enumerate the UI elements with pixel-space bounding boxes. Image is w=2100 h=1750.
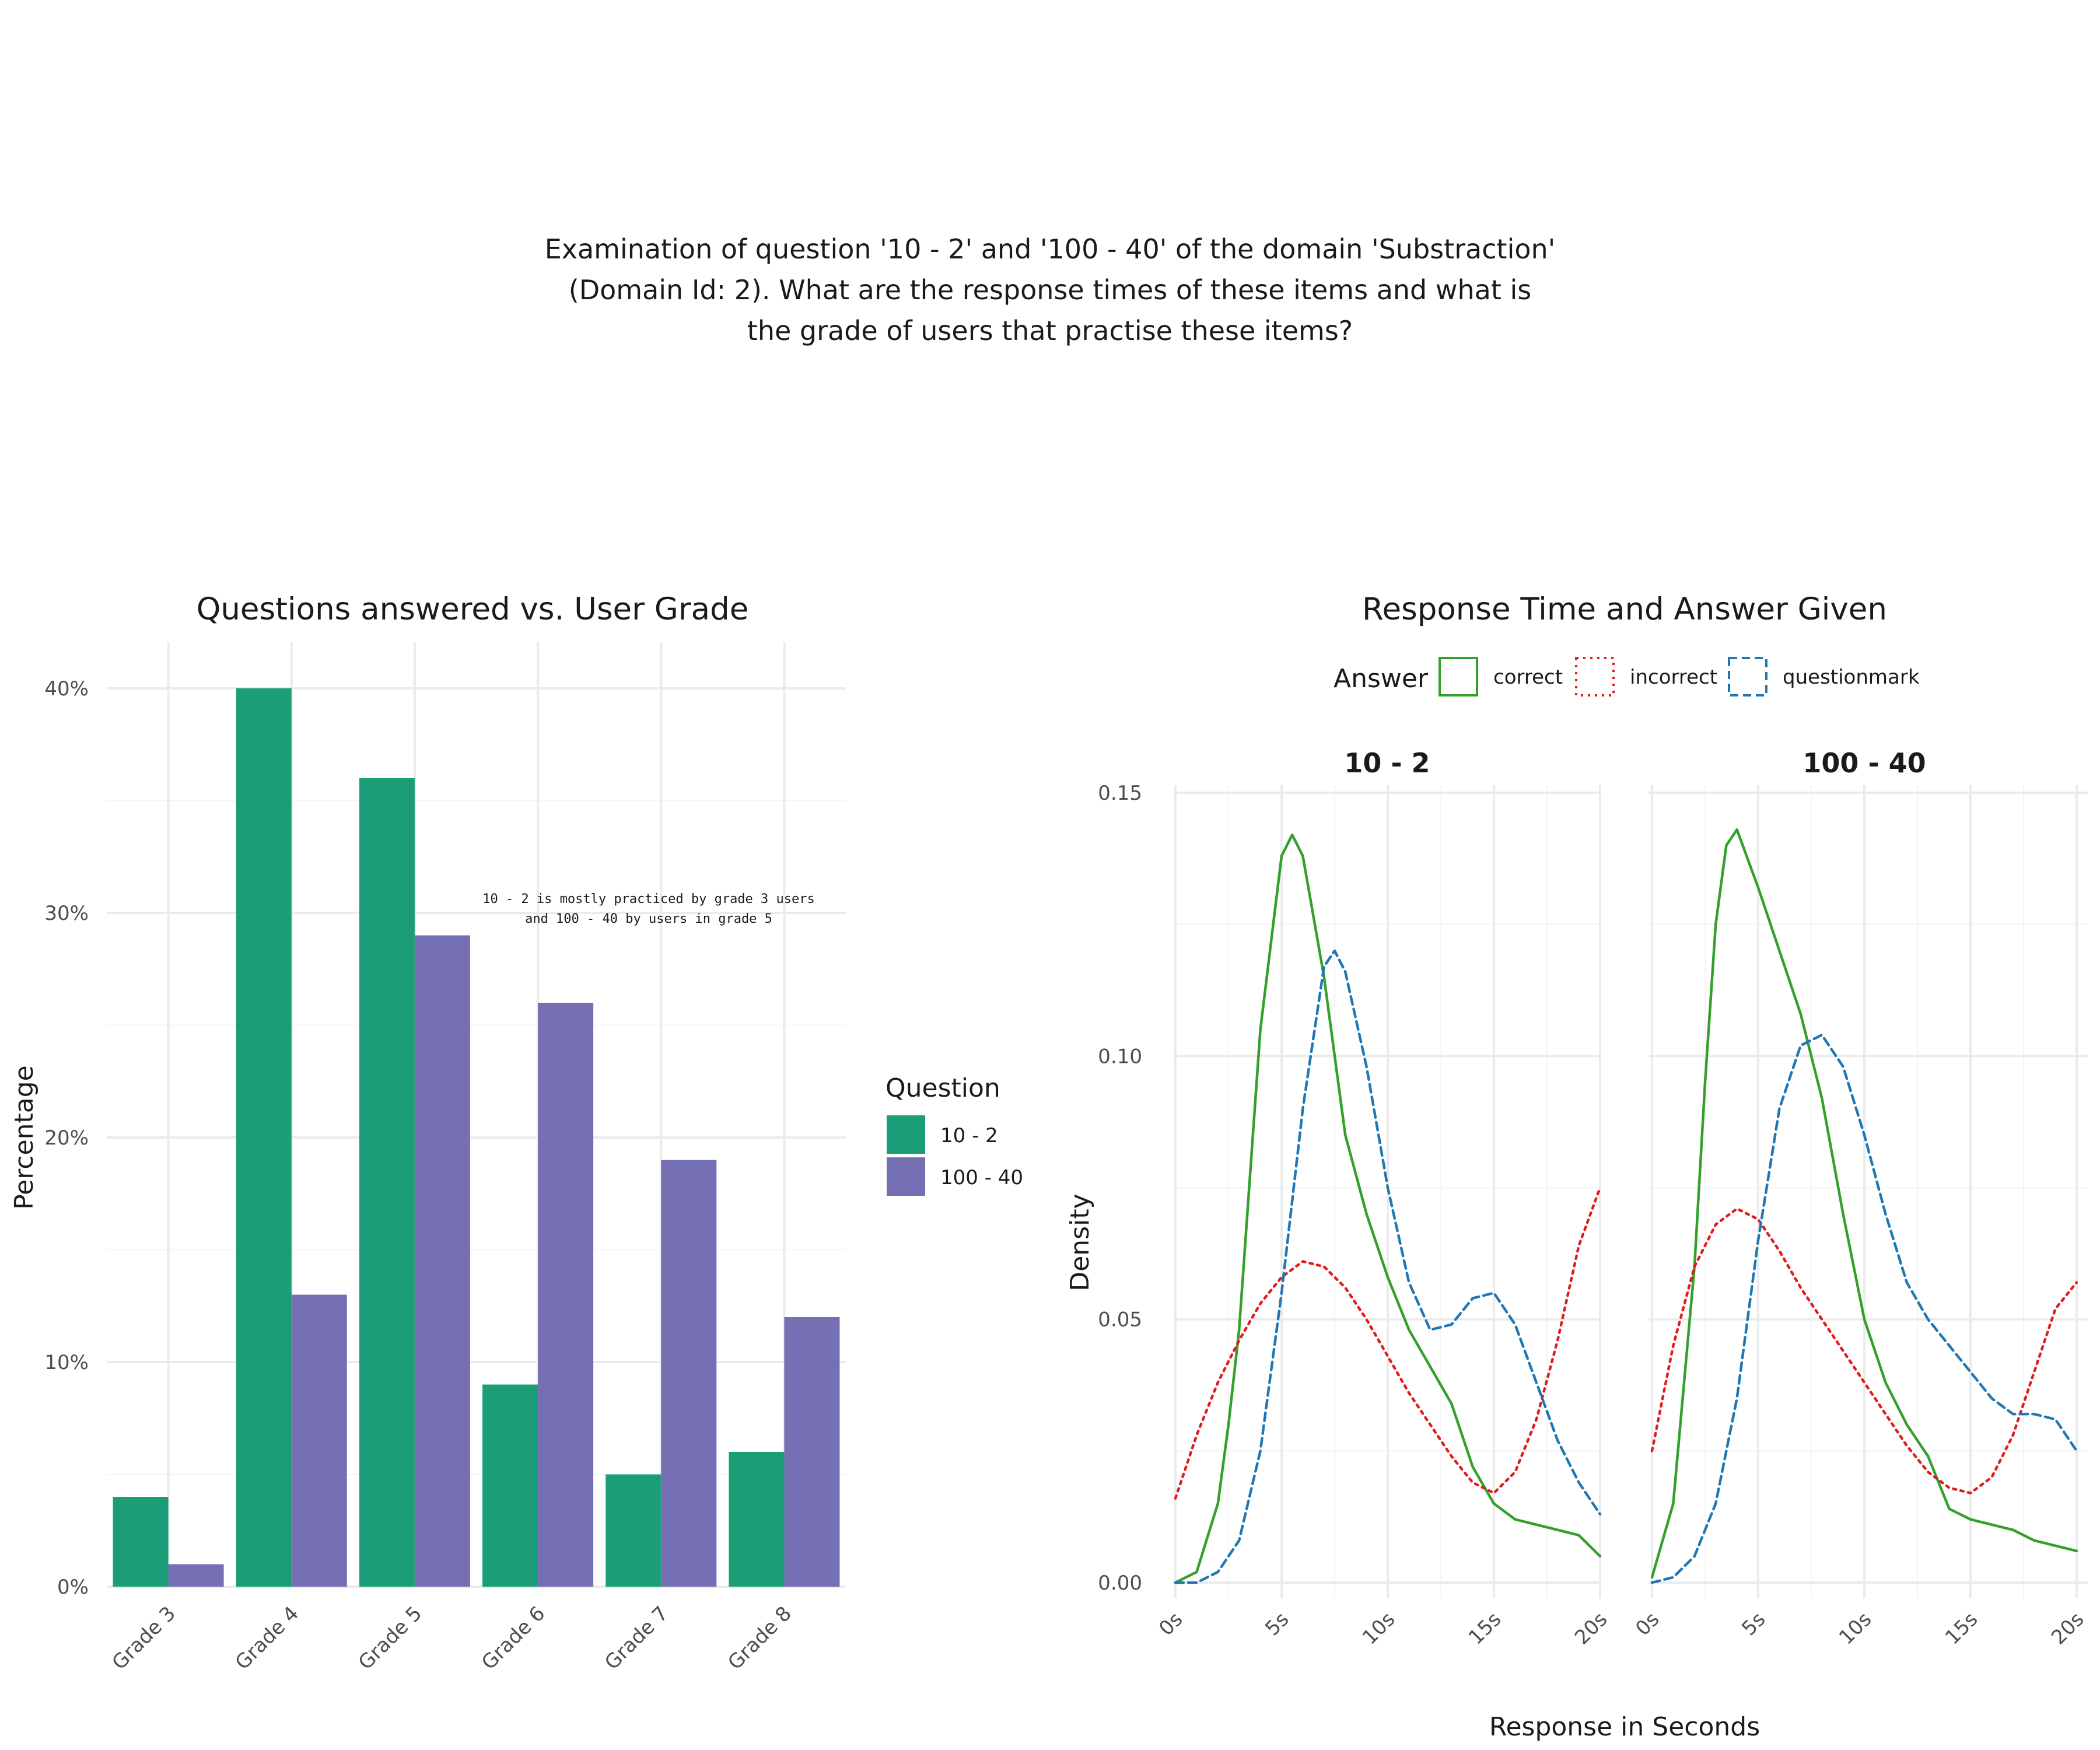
- bar-10-2-grade-5: [359, 778, 415, 1587]
- bar-100-40-grade-4: [291, 1294, 347, 1587]
- density-legend: Answer correct incorrect questionmark: [1334, 657, 1920, 696]
- density-x-tick-label: 10s: [1835, 1608, 1876, 1649]
- bar-legend: Question 10 - 2 100 - 40: [886, 1073, 1023, 1196]
- bar-annotation-line-1: 10 - 2 is mostly practiced by grade 3 us…: [482, 892, 815, 907]
- bar-legend-label-100-40: 100 - 40: [940, 1166, 1023, 1189]
- density-y-tick-labels: 0.00 0.05 0.10 0.15: [1098, 782, 1142, 1595]
- density-x-tick-label: 10s: [1358, 1608, 1399, 1649]
- density-x-axis-title: Response in Seconds: [1489, 1712, 1760, 1742]
- density-x-tick-label: 5s: [1737, 1608, 1770, 1640]
- bar-x-tick-label: Grade 5: [354, 1602, 427, 1675]
- density-y-tick-label: 0.00: [1098, 1572, 1142, 1595]
- density-x-tick-label: 0s: [1631, 1608, 1664, 1640]
- figure-title-line-3: the grade of users that practise these i…: [747, 315, 1353, 346]
- bar-annotation-line-2: and 100 - 40 by users in grade 5: [525, 912, 772, 926]
- bar-legend-key-10-2: [887, 1115, 925, 1154]
- density-x-tick-label: 5s: [1261, 1608, 1293, 1640]
- density-legend-label-questionmark: questionmark: [1783, 666, 1920, 689]
- bar-10-2-grade-4: [236, 688, 292, 1587]
- bar-marks: [113, 688, 840, 1587]
- density-chart-title: Response Time and Answer Given: [1362, 592, 1887, 627]
- density-line-correct-panel-2: [1650, 828, 2078, 1579]
- density-x-tick-labels: 0s 5s 10s 15s 20s 0s 5s 10s 15s 20s: [1154, 1608, 2088, 1649]
- density-y-axis-title: Density: [1065, 1194, 1095, 1291]
- bar-y-tick-label: 30%: [44, 902, 89, 925]
- density-line-incorrect-panel-1: [1174, 1186, 1602, 1500]
- density-line-incorrect-panel-2: [1650, 1207, 2078, 1494]
- density-x-tick-label: 15s: [1464, 1608, 1506, 1649]
- density-x-tick-label: 15s: [1941, 1608, 1982, 1649]
- bar-chart: 0%10%20%30%40% Grade 3 Grade 4 Grade 5 Grad…: [9, 592, 1023, 1675]
- bar-10-2-grade-3: [113, 1497, 169, 1587]
- density-grid: [1174, 785, 2088, 1598]
- bar-x-tick-label: Grade 7: [600, 1602, 673, 1675]
- figure-title-line-1: Examination of question '10 - 2' and '10…: [544, 233, 1556, 265]
- bar-100-40-grade-8: [784, 1317, 840, 1587]
- bar-chart-title: Questions answered vs. User Grade: [197, 592, 749, 627]
- density-legend-key-correct: [1438, 657, 1478, 696]
- figure-title: Examination of question '10 - 2' and '10…: [0, 229, 2100, 351]
- panel-strip-100-40: 100 - 40: [1803, 747, 1926, 779]
- bar-10-2-grade-7: [606, 1474, 662, 1587]
- density-x-tick-label: 20s: [1570, 1608, 1612, 1649]
- density-x-tick-label: 0s: [1154, 1608, 1187, 1640]
- density-line-questionmark-panel-2: [1650, 1033, 2078, 1584]
- bar-grid: [107, 642, 846, 1588]
- bar-x-tick-label: Grade 8: [723, 1602, 796, 1675]
- density-y-tick-label: 0.15: [1098, 782, 1142, 805]
- density-x-tick-label: 20s: [2047, 1608, 2088, 1649]
- density-lines: [1174, 828, 2078, 1584]
- bar-legend-label-10-2: 10 - 2: [940, 1124, 998, 1147]
- density-legend-key-questionmark: [1728, 657, 1768, 696]
- density-y-tick-label: 0.05: [1098, 1308, 1142, 1332]
- bar-y-axis-title: Percentage: [9, 1065, 39, 1210]
- bar-y-tick-label: 10%: [44, 1351, 89, 1374]
- density-legend-label-incorrect: incorrect: [1630, 666, 1717, 689]
- bar-y-tick-labels: 0% 10% 20% 30% 40%: [44, 677, 89, 1599]
- bar-100-40-grade-6: [538, 1003, 594, 1587]
- density-y-tick-label: 0.10: [1098, 1045, 1142, 1068]
- bar-10-2-grade-6: [482, 1384, 538, 1587]
- density-line-correct-panel-1: [1174, 833, 1602, 1584]
- bar-100-40-grade-7: [661, 1160, 717, 1587]
- bar-100-40-grade-5: [414, 935, 470, 1587]
- density-line-questionmark-panel-1: [1174, 949, 1602, 1584]
- density-chart: Response Time and Answer Given Answer co…: [1065, 592, 2088, 1742]
- bar-y-tick-label: 40%: [44, 677, 89, 701]
- bar-y-tick-label: 20%: [44, 1126, 89, 1150]
- density-legend-key-incorrect: [1575, 657, 1615, 696]
- density-legend-title: Answer: [1334, 664, 1429, 694]
- bar-legend-title: Question: [886, 1073, 1000, 1103]
- bar-x-tick-label: Grade 6: [477, 1602, 550, 1675]
- bar-legend-key-100-40: [887, 1157, 925, 1196]
- bar-x-tick-label: Grade 3: [107, 1602, 180, 1675]
- figure-title-line-2: (Domain Id: 2). What are the response ti…: [568, 274, 1532, 306]
- bar-x-tick-label: Grade 4: [231, 1602, 304, 1675]
- panel-strip-10-2: 10 - 2: [1344, 747, 1430, 779]
- bar-100-40-grade-3: [168, 1564, 224, 1587]
- bar-x-tick-labels: Grade 3 Grade 4 Grade 5 Grade 6 Grade 7 Grade…: [107, 1602, 796, 1675]
- bar-y-tick-label: 0%: [57, 1576, 89, 1599]
- bar-10-2-grade-8: [729, 1452, 785, 1587]
- density-legend-label-correct: correct: [1493, 666, 1563, 689]
